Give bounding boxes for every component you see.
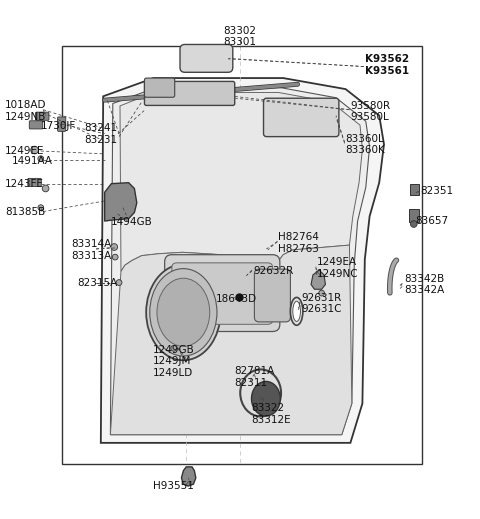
Text: K93562
K93561: K93562 K93561 xyxy=(365,54,409,76)
Text: 1491AA: 1491AA xyxy=(12,156,53,166)
Circle shape xyxy=(38,205,44,211)
Polygon shape xyxy=(311,270,325,289)
FancyBboxPatch shape xyxy=(36,112,49,120)
Bar xyxy=(62,46,422,463)
Polygon shape xyxy=(105,183,137,221)
Circle shape xyxy=(111,243,118,250)
FancyBboxPatch shape xyxy=(58,117,66,131)
Circle shape xyxy=(31,146,38,154)
FancyBboxPatch shape xyxy=(180,45,233,72)
Text: 1494GB: 1494GB xyxy=(110,217,152,227)
Text: H82764
H82763: H82764 H82763 xyxy=(278,232,319,253)
Text: 1730JF: 1730JF xyxy=(41,121,76,131)
Ellipse shape xyxy=(150,269,217,356)
Text: 1249EE: 1249EE xyxy=(5,146,44,157)
Circle shape xyxy=(112,254,118,260)
FancyBboxPatch shape xyxy=(264,98,339,136)
Circle shape xyxy=(42,185,49,192)
Bar xyxy=(409,209,419,222)
FancyBboxPatch shape xyxy=(144,81,235,105)
Text: 1018AD
1249NB: 1018AD 1249NB xyxy=(5,100,46,121)
Ellipse shape xyxy=(240,370,281,416)
Circle shape xyxy=(410,221,417,227)
Polygon shape xyxy=(120,92,362,271)
FancyBboxPatch shape xyxy=(28,179,41,186)
Text: 92632R: 92632R xyxy=(253,266,293,277)
Text: 83360L
83360K: 83360L 83360K xyxy=(346,133,385,155)
Text: 1249GB
1249JM
1249LD: 1249GB 1249JM 1249LD xyxy=(153,345,194,378)
Text: 83241
83231: 83241 83231 xyxy=(84,123,118,144)
Text: 1243FE: 1243FE xyxy=(5,179,44,189)
Text: 83322
83312E: 83322 83312E xyxy=(251,403,291,425)
Circle shape xyxy=(319,290,324,296)
Text: 82351: 82351 xyxy=(420,186,453,196)
Polygon shape xyxy=(101,78,384,443)
Bar xyxy=(410,184,419,195)
FancyBboxPatch shape xyxy=(29,121,43,129)
Text: 82315A: 82315A xyxy=(77,278,117,288)
Circle shape xyxy=(171,346,177,351)
Ellipse shape xyxy=(252,381,280,416)
FancyBboxPatch shape xyxy=(144,78,175,97)
Polygon shape xyxy=(110,245,352,435)
FancyBboxPatch shape xyxy=(165,255,280,332)
Text: 82781A
82311: 82781A 82311 xyxy=(234,366,274,388)
Text: 92631R
92631C: 92631R 92631C xyxy=(301,293,342,315)
Text: 83302
83301: 83302 83301 xyxy=(224,25,256,47)
Circle shape xyxy=(116,280,122,285)
Ellipse shape xyxy=(157,278,210,346)
Ellipse shape xyxy=(293,301,300,321)
FancyBboxPatch shape xyxy=(172,263,273,324)
Text: 93580R
93580L: 93580R 93580L xyxy=(350,101,391,122)
FancyBboxPatch shape xyxy=(254,269,290,322)
Text: 83314A
83313A: 83314A 83313A xyxy=(71,239,111,261)
Text: 1249EA
1249NC: 1249EA 1249NC xyxy=(317,257,359,279)
Text: 83657: 83657 xyxy=(415,216,448,226)
Text: 83342B
83342A: 83342B 83342A xyxy=(404,274,444,295)
Text: 81385B: 81385B xyxy=(5,208,45,217)
Circle shape xyxy=(38,156,44,161)
Polygon shape xyxy=(181,467,196,486)
Ellipse shape xyxy=(290,297,303,325)
Ellipse shape xyxy=(146,264,221,360)
Text: H93551: H93551 xyxy=(153,481,193,491)
Polygon shape xyxy=(110,88,370,435)
Text: 18643D: 18643D xyxy=(216,294,257,304)
